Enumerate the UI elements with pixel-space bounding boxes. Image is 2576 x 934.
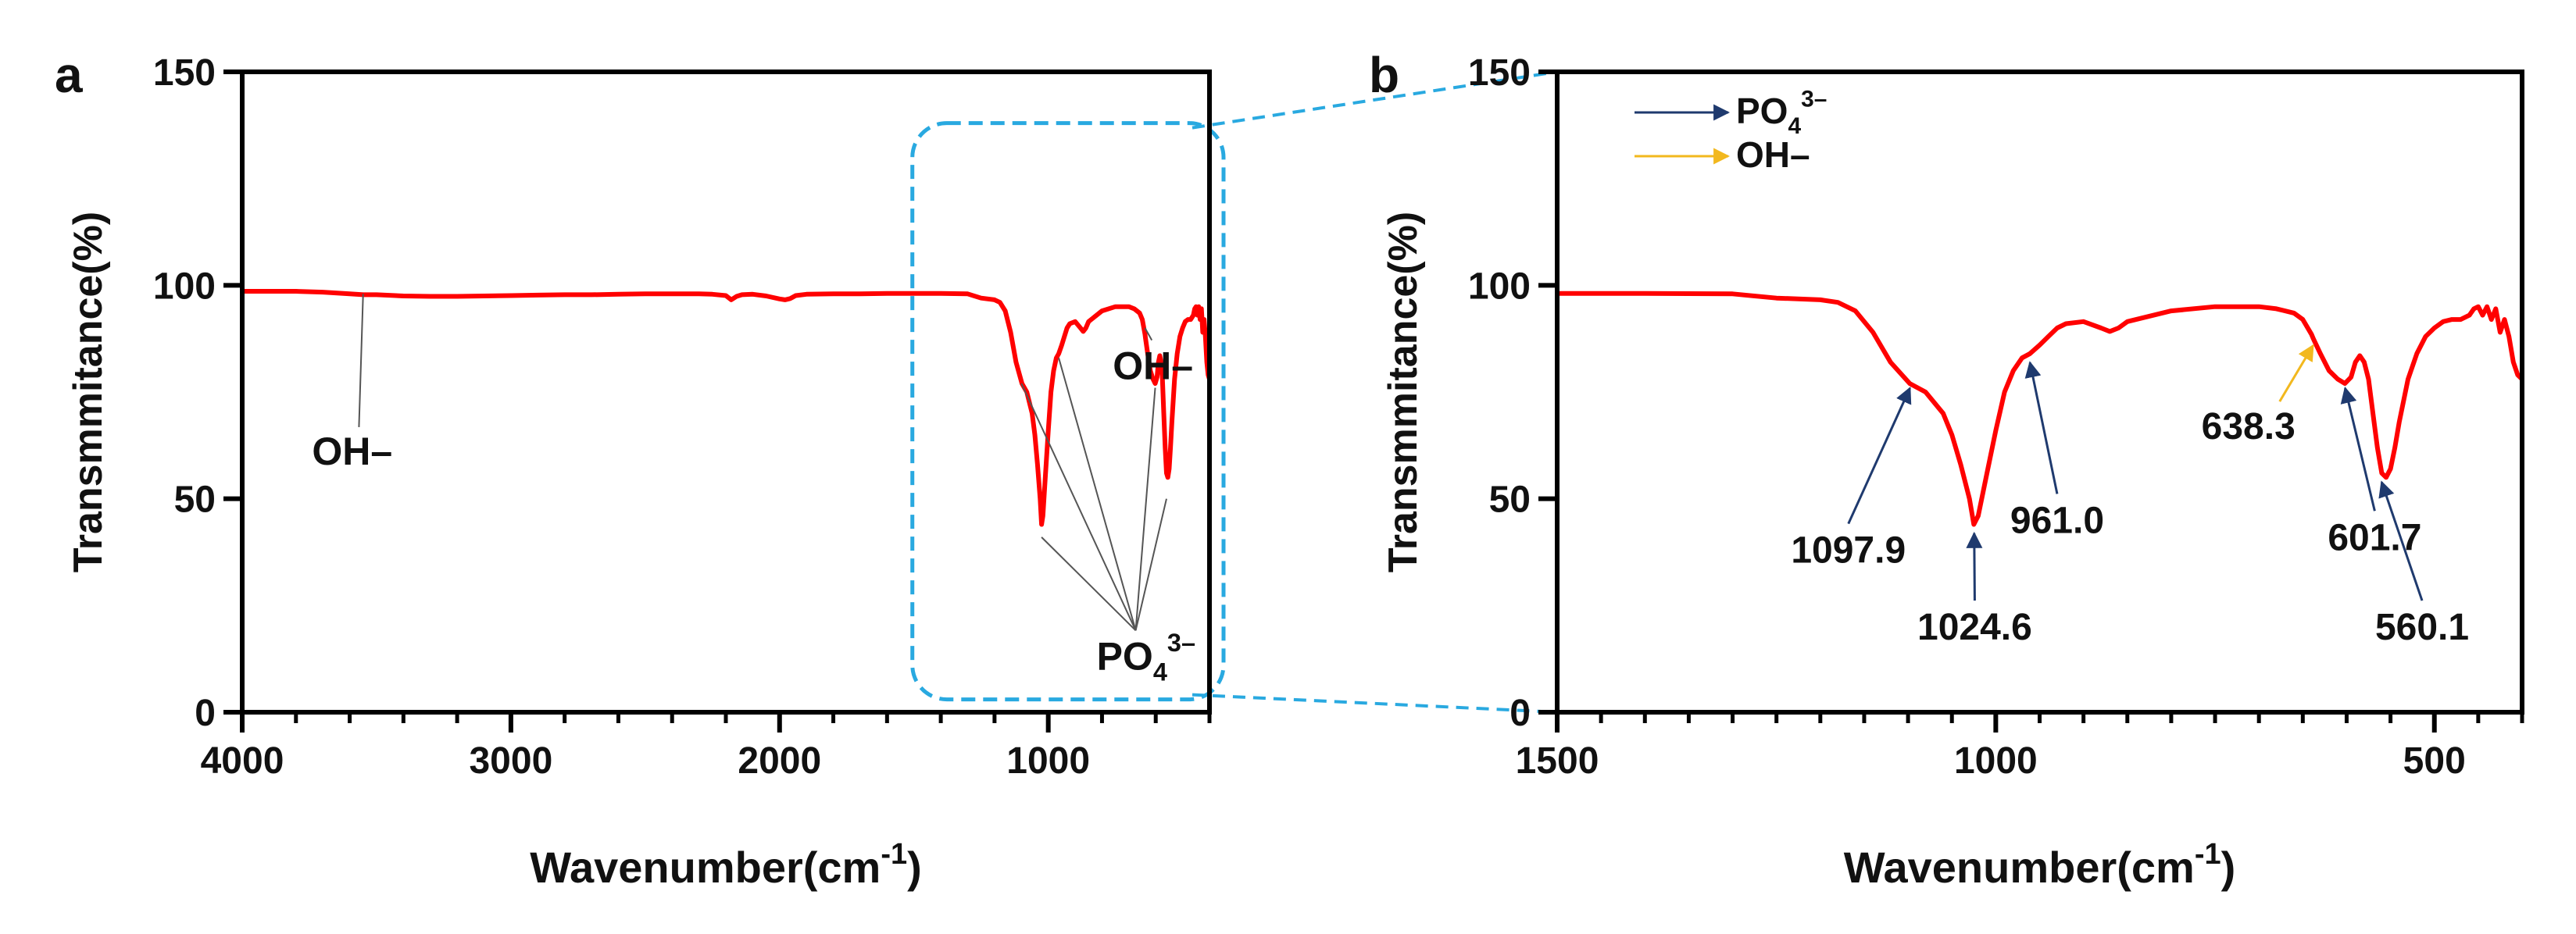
panel-b-label: b	[1369, 47, 1399, 103]
a-po4-label-sup: 3–	[1167, 629, 1195, 657]
peak-arrow-1024.6	[1966, 531, 1983, 601]
zoom-connector-lines	[1192, 70, 1558, 714]
zoom-connector-bottom	[1192, 693, 1558, 714]
legend-label-1: OH–	[1736, 134, 1810, 175]
panel-a-y-axis-label: Transmmitance(%)	[66, 212, 111, 572]
panel-b-plot-frame	[1555, 70, 2524, 715]
a-oh-right-label-text: OH–	[1113, 344, 1193, 388]
a-oh-left-label: OH–	[312, 430, 392, 473]
peak-arrow-560.1	[2378, 480, 2424, 601]
panel-a-spectrum	[242, 289, 1212, 527]
a-oh-left-leader-line	[358, 294, 364, 427]
panel-b: b 1500 1000 500 0 50 100 150 1097.9 1024.6 961.0…	[1369, 47, 2524, 892]
peak-label-1024.6: 1024.6	[1917, 607, 2032, 648]
a-oh-right-label: OH–	[1113, 344, 1193, 388]
panel-a-ticks: 4000 3000 2000 1000 0 50 100 150	[153, 52, 1212, 782]
a-x-tick-label: 2000	[738, 740, 821, 782]
legend-label-0: PO43–	[1736, 86, 1827, 139]
a-po4-leader-line	[1134, 387, 1156, 631]
panel-a-plot-frame	[240, 70, 1212, 715]
panel-a-spectrum-line	[242, 289, 1212, 527]
a-y-tick-label: 100	[153, 266, 216, 307]
b-y-tick-label: 0	[1510, 693, 1531, 734]
panel-b-ticks: 1500 1000 500 0 50 100 150	[1468, 52, 2524, 782]
a-po4-leader-line	[1020, 383, 1137, 631]
peak-arrow-1097.9	[1847, 387, 1912, 525]
peak-arrow-961.0	[2024, 361, 2059, 494]
a-po4-leader-line	[1058, 357, 1137, 631]
a-x-tick-label: 3000	[469, 740, 552, 782]
a-x-tick-label: 1000	[1006, 740, 1090, 782]
a-y-tick-label: 50	[174, 479, 216, 521]
panel-a-annotations: OH– OH– PO43–	[312, 294, 1195, 686]
a-po4-leader-line	[1041, 537, 1137, 632]
a-oh-right-leader-line	[1144, 327, 1153, 341]
a-po4-label: PO43–	[1097, 629, 1195, 686]
legend-label-0-text: PO	[1736, 91, 1788, 131]
panel-b-peak-annotations: 1097.9 1024.6 961.0 638.3 601.7 560.1	[1791, 344, 2469, 648]
b-x-tick-label: 500	[2403, 740, 2466, 782]
panel-b-spectrum	[1557, 291, 2524, 527]
peak-arrow-601.7	[2340, 387, 2376, 512]
a-po4-leader-line	[1134, 498, 1167, 631]
b-y-tick-label: 50	[1489, 479, 1531, 521]
b-y-tick-label: 100	[1468, 266, 1531, 307]
a-x-tick-label: 4000	[201, 740, 284, 782]
panel-b-spectrum-line	[1557, 291, 2524, 527]
peak-label-560.1: 560.1	[2375, 607, 2469, 648]
panel-a-label: a	[55, 47, 83, 103]
panel-a-zoom-box	[910, 121, 1226, 702]
panel-b-x-axis-label: Wavenumber(cm-1)	[1844, 838, 2236, 892]
b-x-tick-label: 1500	[1516, 740, 1599, 782]
peak-label-1097.9: 1097.9	[1791, 530, 1906, 572]
peak-arrow-638.3	[2278, 344, 2314, 402]
legend-label-0-sub: 4	[1788, 113, 1801, 139]
b-y-tick-label: 150	[1468, 52, 1531, 94]
a-po4-label-sub: 4	[1153, 658, 1167, 686]
panel-b-y-axis-label: Transmmitance(%)	[1381, 212, 1426, 572]
b-x-tick-label: 1000	[1954, 740, 2038, 782]
peak-label-638.3: 638.3	[2202, 406, 2296, 447]
zoom-connector-top	[1192, 70, 1558, 130]
a-y-tick-label: 0	[195, 693, 216, 734]
panel-a-x-axis-label: Wavenumber(cm-1)	[530, 838, 922, 892]
a-oh-left-label-text: OH–	[312, 430, 392, 473]
legend-label-1-text: OH–	[1736, 134, 1810, 175]
peak-label-961.0: 961.0	[2010, 500, 2104, 541]
a-y-tick-label: 150	[153, 52, 216, 94]
legend-label-0-sup: 3–	[1801, 86, 1827, 112]
peak-label-601.7: 601.7	[2328, 517, 2421, 558]
panel-b-legend: PO43–OH–	[1635, 86, 1827, 175]
a-po4-label-text: PO	[1097, 634, 1153, 678]
zoom-region-box	[910, 121, 1226, 702]
